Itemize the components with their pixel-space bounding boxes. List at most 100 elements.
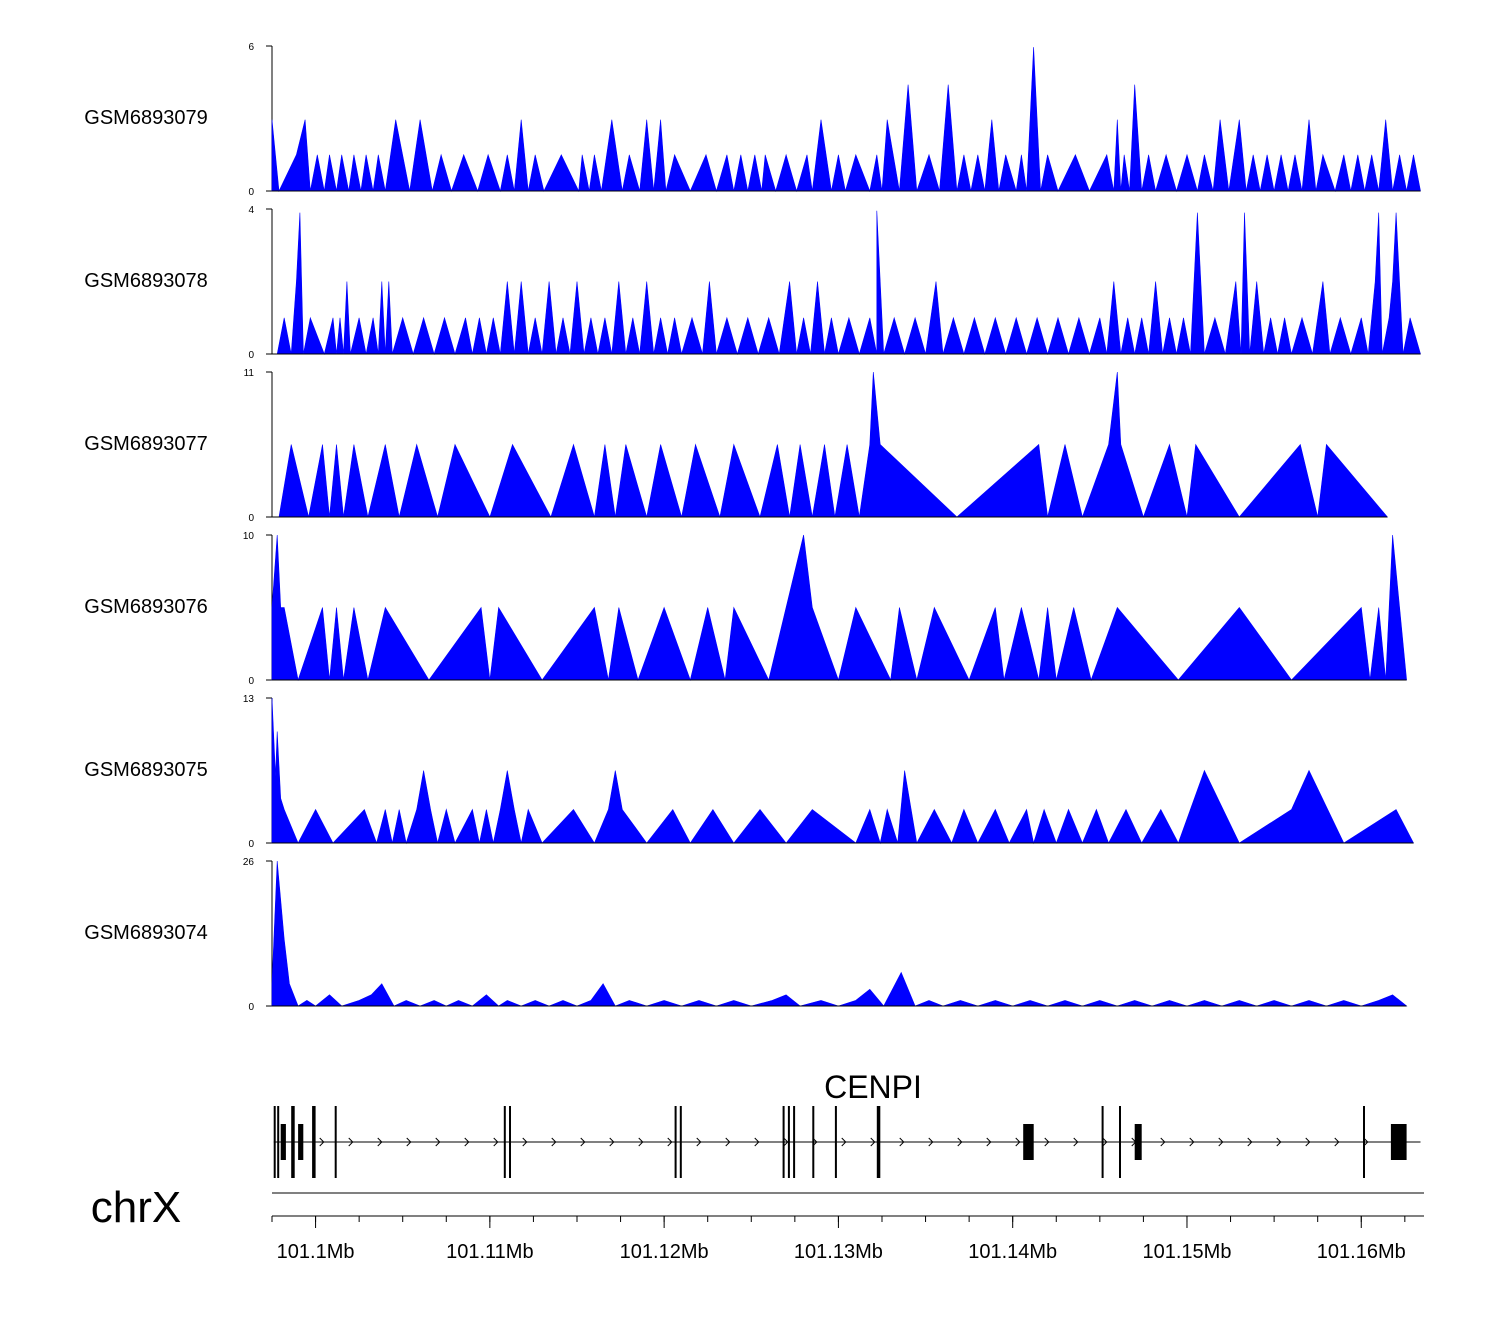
strand-arrow: [319, 1137, 325, 1147]
strand-arrow: [1189, 1137, 1195, 1147]
track-GSM6893075: GSM6893075 13 0: [84, 694, 1414, 850]
strand-arrow: [348, 1137, 354, 1147]
track-name-label: GSM6893078: [84, 270, 207, 292]
coverage-area: [278, 371, 1389, 519]
track-GSM6893077: GSM6893077 11 0: [84, 368, 1389, 524]
track-name-label: GSM6893076: [84, 596, 207, 618]
y-axis-max-label: 4: [248, 205, 254, 216]
strand-arrow: [696, 1137, 702, 1147]
strand-arrow: [1276, 1137, 1282, 1147]
exon-block: [280, 1124, 286, 1160]
exon-block: [298, 1124, 304, 1160]
coverage-area: [276, 210, 1421, 356]
exon-block: [273, 1106, 276, 1178]
exon-block: [1134, 1124, 1142, 1160]
exon-block: [674, 1106, 677, 1178]
strand-arrow: [1015, 1137, 1021, 1147]
axis-tick-label: 101.16Mb: [1317, 1241, 1406, 1263]
axis-tick-label: 101.15Mb: [1142, 1241, 1231, 1263]
strand-arrow: [754, 1137, 760, 1147]
strand-arrow: [783, 1137, 789, 1147]
strand-arrow: [957, 1137, 963, 1147]
axis-tick-label: 101.12Mb: [620, 1241, 709, 1263]
gene-name-label: CENPI: [824, 1069, 922, 1105]
y-axis-min-label: 0: [248, 350, 254, 361]
strand-arrow: [725, 1137, 731, 1147]
strand-arrow: [406, 1137, 412, 1147]
exon-block: [834, 1106, 837, 1178]
exon-block: [787, 1106, 790, 1178]
y-axis-min-label: 0: [248, 839, 254, 850]
track-name-label: GSM6893075: [84, 759, 207, 781]
y-axis-max-label: 11: [244, 368, 255, 379]
y-axis-max-label: 26: [243, 857, 255, 868]
exon-block: [793, 1106, 796, 1178]
y-axis-min-label: 0: [248, 1002, 254, 1013]
strand-arrow: [609, 1137, 615, 1147]
exon-block: [1119, 1106, 1121, 1178]
coverage-tracks: GSM689307960GSM689307840GSM6893077110GSM…: [84, 42, 1421, 1013]
strand-arrow: [1102, 1137, 1108, 1147]
strand-arrow: [841, 1137, 847, 1147]
exon-block: [1101, 1106, 1104, 1178]
track-name-label: GSM6893074: [84, 922, 207, 944]
strand-arrow: [1218, 1137, 1224, 1147]
strand-arrow: [435, 1137, 441, 1147]
strand-arrow: [638, 1137, 644, 1147]
gene-model-track: CENPI: [273, 1069, 1421, 1178]
exon-block: [503, 1106, 506, 1178]
y-axis-min-label: 0: [248, 187, 254, 198]
y-axis-max-label: 13: [243, 694, 255, 705]
strand-arrow: [899, 1137, 905, 1147]
coverage-area: [271, 534, 1407, 682]
y-axis-min-label: 0: [248, 676, 254, 687]
exon-block: [679, 1106, 682, 1178]
track-GSM6893074: GSM6893074 26 0: [84, 857, 1408, 1013]
coverage-area: [271, 860, 1408, 1007]
strand-arrow: [870, 1137, 876, 1147]
strand-arrow: [1160, 1137, 1166, 1147]
axis-tick-label: 101.13Mb: [794, 1241, 883, 1263]
y-axis-min-label: 0: [248, 513, 254, 524]
strand-arrow: [1247, 1137, 1253, 1147]
chromosome-label: chrX: [91, 1183, 181, 1232]
exon-block: [291, 1106, 295, 1178]
strand-arrow: [551, 1137, 557, 1147]
strand-arrow: [464, 1137, 470, 1147]
axis-tick-label: 101.1Mb: [277, 1241, 355, 1263]
track-GSM6893079: GSM6893079 6 0: [84, 42, 1421, 198]
genome-axis: chrX 101.1Mb 101.11Mb 101.12Mb 101.13Mb 101.…: [91, 1183, 1424, 1263]
strand-arrow: [986, 1137, 992, 1147]
strand-arrow: [493, 1137, 499, 1147]
exon-block: [312, 1106, 316, 1178]
coverage-area: [271, 697, 1414, 845]
axis-tick-label: 101.14Mb: [968, 1241, 1057, 1263]
exon-block: [782, 1106, 785, 1178]
axis-tick-label: 101.11Mb: [446, 1241, 533, 1263]
y-axis-max-label: 6: [248, 42, 254, 53]
strand-arrow: [928, 1137, 934, 1147]
strand-arrow: [1334, 1137, 1340, 1147]
track-GSM6893076: GSM6893076 10 0: [84, 531, 1407, 687]
strand-arrow: [1363, 1137, 1369, 1147]
exon-block: [1390, 1124, 1407, 1160]
exon-block: [1363, 1106, 1365, 1178]
strand-arrow: [1044, 1137, 1050, 1147]
strand-arrow: [667, 1137, 673, 1147]
track-name-label: GSM6893077: [84, 433, 207, 455]
exon-block: [277, 1106, 280, 1178]
strand-arrow: [522, 1137, 528, 1147]
coverage-area: [271, 47, 1421, 193]
exon-block: [1023, 1124, 1034, 1160]
y-axis-max-label: 10: [243, 531, 255, 542]
strand-arrow: [1305, 1137, 1311, 1147]
exon-block: [509, 1106, 511, 1178]
track-GSM6893078: GSM6893078 4 0: [84, 205, 1421, 361]
exon-block: [812, 1106, 815, 1178]
exon-block: [334, 1106, 337, 1178]
exon-block: [876, 1106, 881, 1178]
strand-arrow: [580, 1137, 586, 1147]
track-name-label: GSM6893079: [84, 107, 207, 129]
strand-arrow: [1073, 1137, 1079, 1147]
